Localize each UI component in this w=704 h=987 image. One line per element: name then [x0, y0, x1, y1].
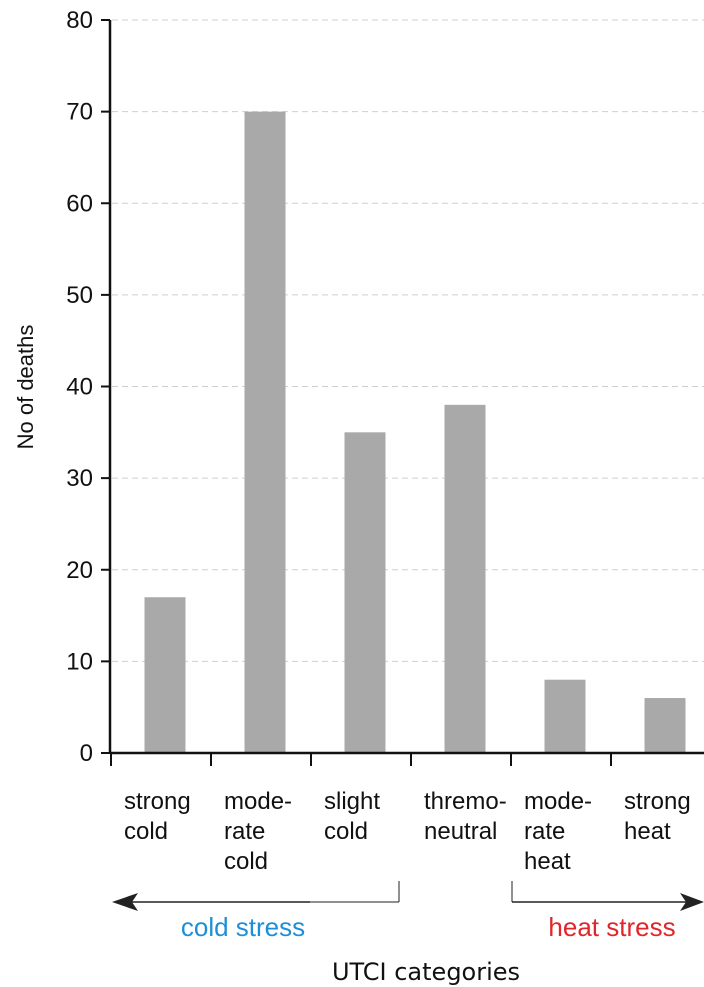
- category-label: mode-rate heat: [524, 788, 592, 875]
- bar: [644, 698, 686, 753]
- bar: [344, 432, 386, 753]
- category-label-line: rate: [224, 818, 265, 845]
- bar: [544, 679, 586, 753]
- y-tick-label: 80: [66, 7, 93, 34]
- category-label-line: strong: [124, 788, 191, 815]
- category-label: strong heat: [624, 788, 691, 845]
- bar: [144, 597, 186, 753]
- x-axis-title: UTCI categories: [332, 958, 520, 986]
- category-label-line: neutral: [424, 818, 497, 845]
- y-tick-label: 20: [66, 557, 93, 584]
- gridlines: [112, 19, 704, 662]
- y-axis-title: No of deaths: [13, 325, 38, 450]
- heat-stress-arrow: [511, 881, 704, 911]
- category-label-line: rate: [524, 818, 565, 845]
- category-label: thremo-neutral: [424, 788, 507, 845]
- cold-stress-arrow: [112, 881, 400, 911]
- category-labels: strong cold mode-rate cold slight cold thremo-…: [124, 788, 691, 875]
- category-label-line: heat: [624, 818, 671, 845]
- category-label-line: mode-: [224, 788, 292, 815]
- category-label-line: mode-: [524, 788, 592, 815]
- heat-stress-label: heat stress: [548, 912, 675, 942]
- category-label: strong cold: [124, 788, 191, 845]
- y-tick-label: 40: [66, 374, 93, 401]
- y-tick-label: 30: [66, 465, 93, 492]
- category-label: slight cold: [324, 788, 380, 845]
- category-label-line: slight: [324, 788, 380, 815]
- category-label-line: cold: [124, 818, 168, 845]
- category-label-line: cold: [324, 818, 368, 845]
- bars: [144, 111, 686, 753]
- category-label-line: heat: [524, 848, 571, 875]
- y-tick-label: 60: [66, 190, 93, 217]
- bar: [244, 111, 286, 753]
- y-tick-label: 0: [80, 740, 93, 767]
- cold-stress-label: cold stress: [181, 912, 305, 942]
- bar: [444, 404, 486, 753]
- x-ticks: [110, 753, 612, 766]
- category-label-line: cold: [224, 848, 268, 875]
- category-label-line: strong: [624, 788, 691, 815]
- y-ticks: 0 10 20 30 40 50 60 70 80: [66, 7, 110, 767]
- y-tick-label: 50: [66, 282, 93, 309]
- category-label-line: thremo-: [424, 788, 507, 815]
- y-tick-label: 70: [66, 99, 93, 126]
- category-label: mode-rate cold: [224, 788, 292, 875]
- y-tick-label: 10: [66, 648, 93, 675]
